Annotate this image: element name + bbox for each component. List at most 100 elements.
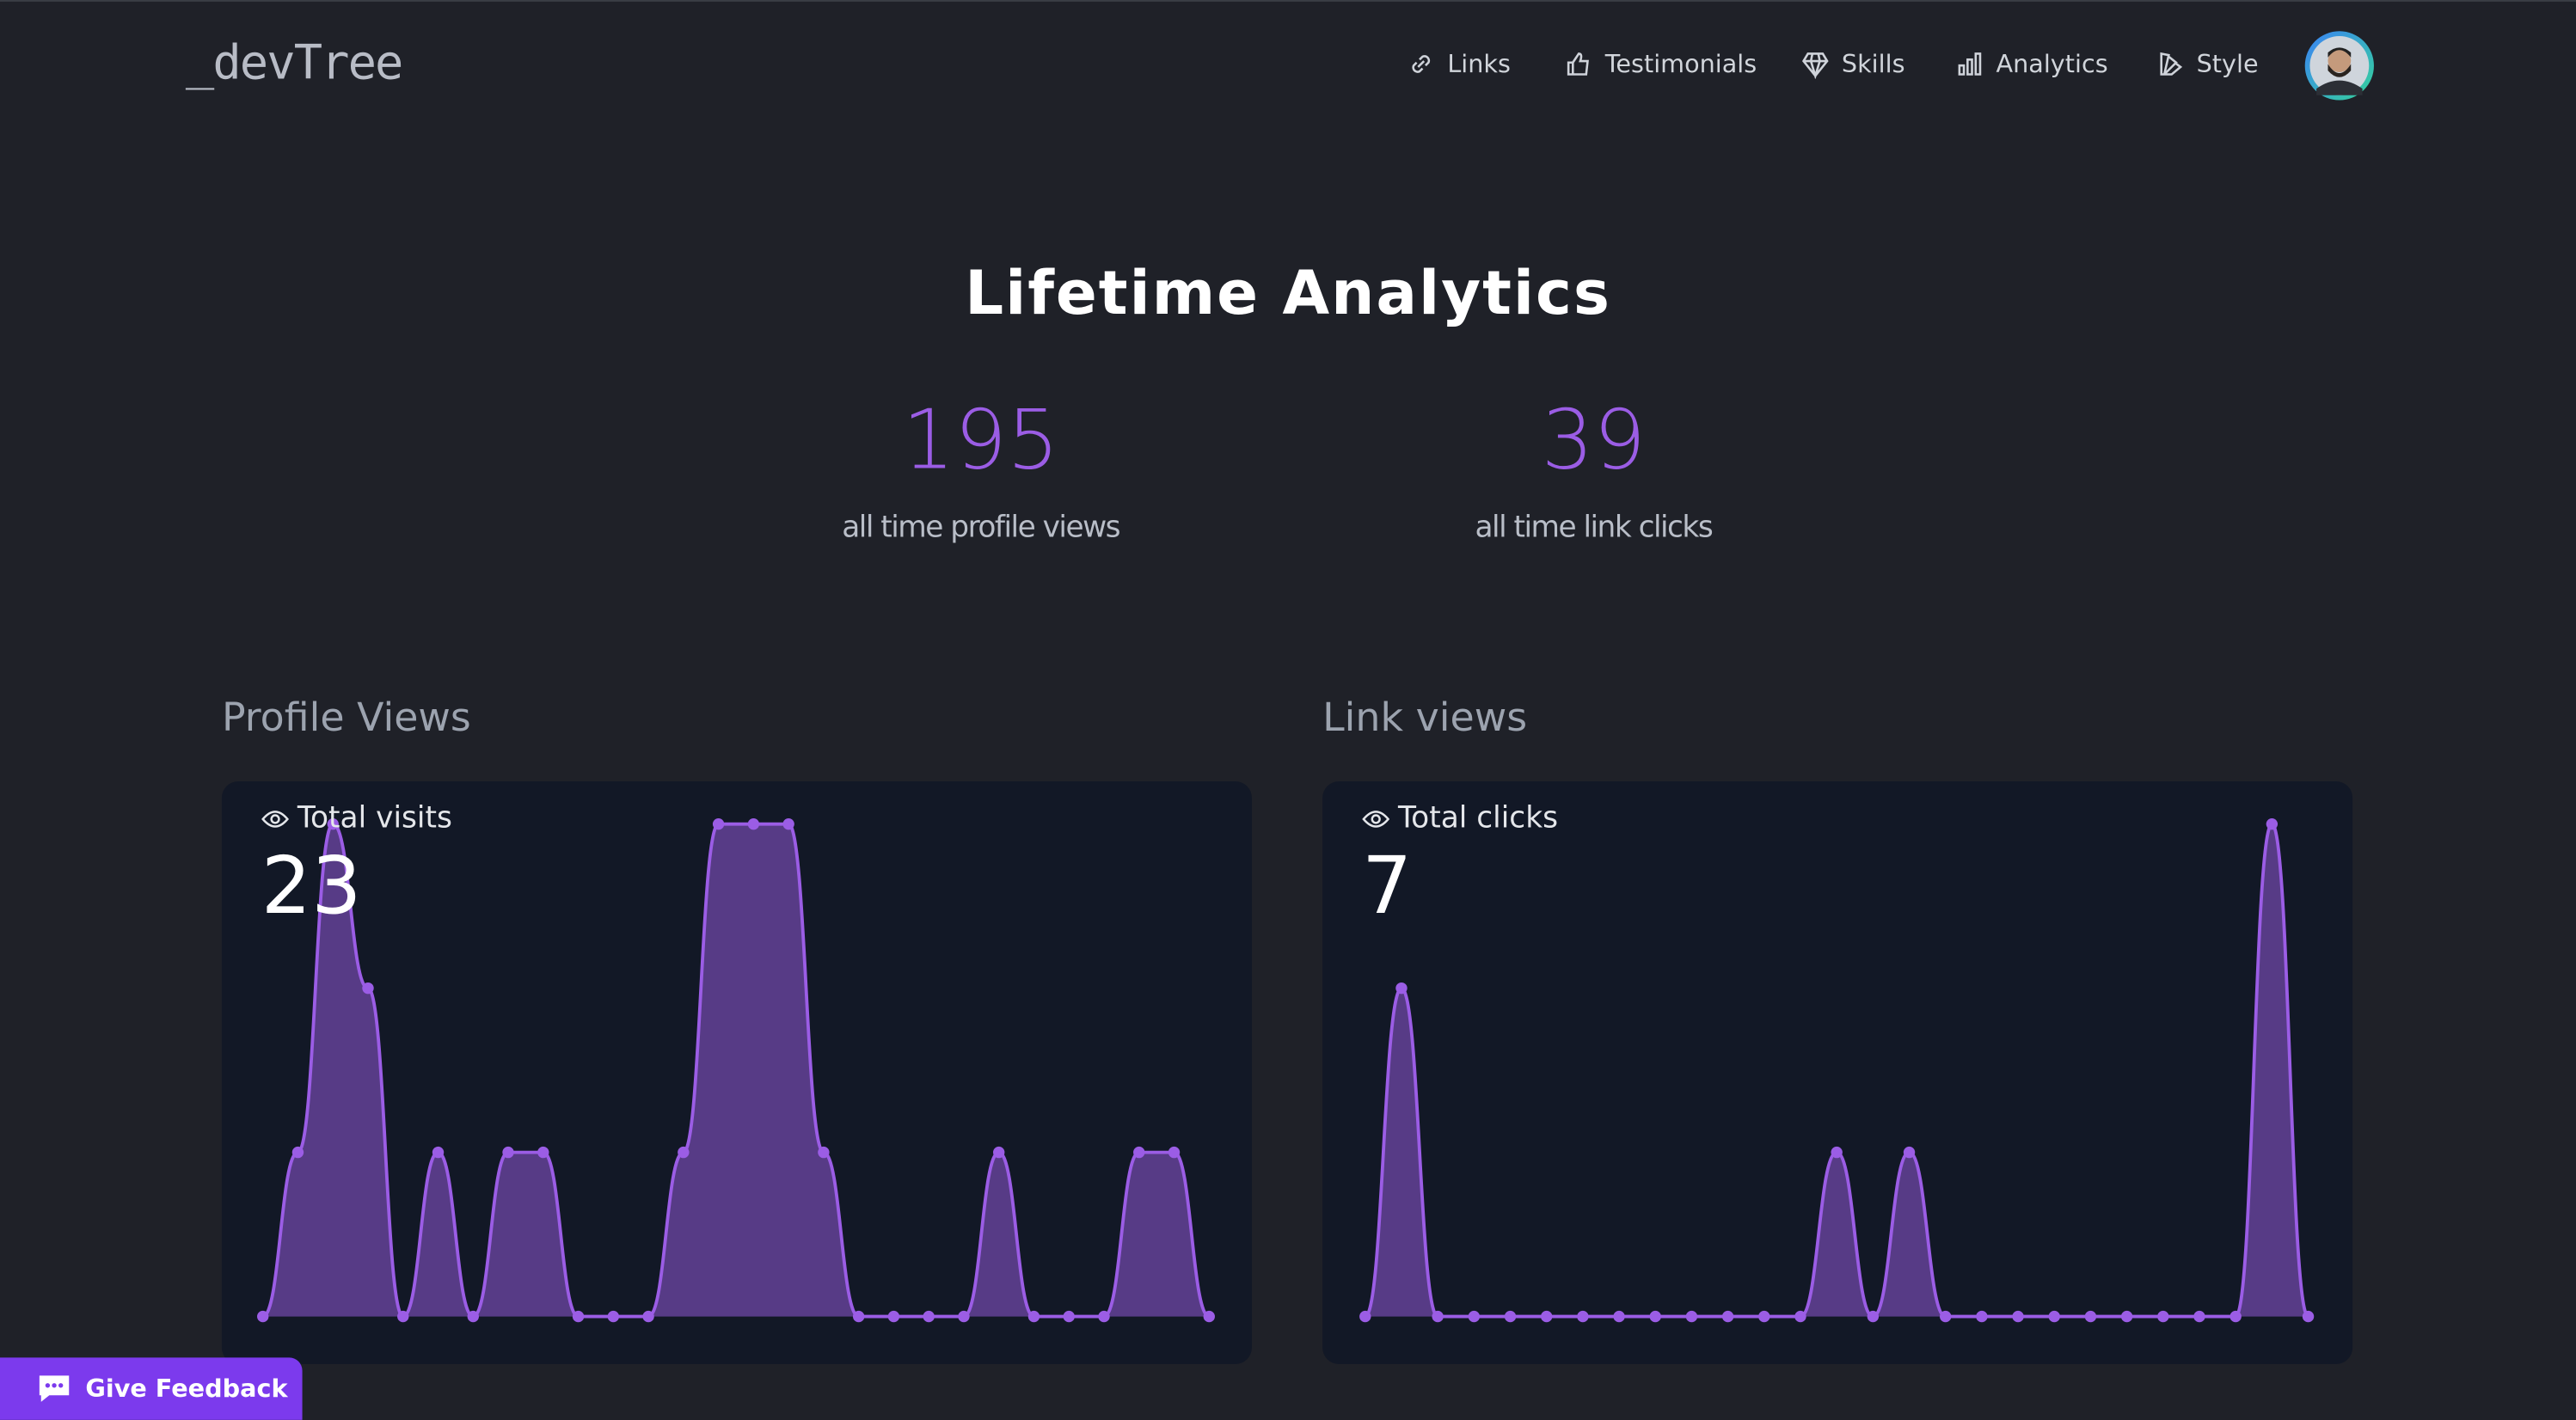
- point: [1649, 1310, 1661, 1323]
- point: [2084, 1310, 2097, 1323]
- point: [1721, 1310, 1734, 1323]
- point: [887, 1310, 900, 1323]
- point: [923, 1310, 935, 1323]
- point: [502, 1146, 514, 1159]
- point: [572, 1310, 585, 1323]
- point: [362, 982, 374, 995]
- label-text: Total visits: [297, 800, 452, 836]
- point: [2266, 817, 2279, 830]
- avatar[interactable]: [2303, 29, 2376, 101]
- point: [291, 1146, 304, 1159]
- chart-card: Total clicks 7: [1322, 781, 2353, 1364]
- eye-icon: [1362, 810, 1390, 827]
- icon: [1412, 55, 1431, 73]
- point: [1133, 1146, 1145, 1159]
- point: [1359, 1310, 1371, 1323]
- nav-links[interactable]: Links: [1407, 49, 1511, 79]
- point: [1867, 1310, 1880, 1323]
- stat-value: 195: [902, 392, 1059, 488]
- point: [2012, 1310, 2024, 1323]
- nav-analytics[interactable]: Analytics: [1955, 49, 2108, 79]
- section-heading: Link views: [1322, 694, 1528, 741]
- point: [852, 1310, 865, 1323]
- nav-label: Testimonials: [1604, 49, 1757, 79]
- point: [1098, 1310, 1110, 1323]
- chart-label: Total clicks: [1362, 801, 1558, 835]
- chart-card: Total visits 23: [221, 781, 1252, 1364]
- area: [1365, 823, 2309, 1317]
- icon: [1567, 52, 1589, 76]
- point: [818, 1146, 830, 1159]
- stat-label: all time profile views: [842, 510, 1120, 546]
- nav-label: Style: [2196, 49, 2259, 79]
- point: [257, 1310, 269, 1323]
- point: [432, 1146, 445, 1159]
- nav-label: Analytics: [1996, 49, 2108, 79]
- point: [2193, 1310, 2205, 1323]
- chat-icon: [39, 1375, 70, 1402]
- point: [782, 817, 794, 830]
- point: [1794, 1310, 1806, 1323]
- area-chart: [257, 817, 1215, 1323]
- point: [642, 1310, 654, 1323]
- point: [1027, 1310, 1040, 1323]
- point: [1831, 1146, 1843, 1159]
- point: [1577, 1310, 1589, 1323]
- feedback-label: Give Feedback: [85, 1374, 288, 1404]
- point: [993, 1146, 1005, 1159]
- point: [467, 1310, 479, 1323]
- point: [1685, 1310, 1698, 1323]
- stat-label: all time link clicks: [1475, 510, 1714, 546]
- point: [1541, 1310, 1553, 1323]
- stat-value: 39: [1541, 392, 1647, 488]
- point: [1395, 982, 1408, 995]
- point: [1504, 1310, 1517, 1323]
- nav-style[interactable]: Style: [2156, 49, 2259, 79]
- label-text: Total clicks: [1398, 800, 1559, 836]
- point: [1903, 1146, 1916, 1159]
- nav-skills[interactable]: Skills: [1800, 49, 1905, 79]
- point: [327, 817, 339, 830]
- point: [2120, 1310, 2133, 1323]
- nav-label: Skills: [1841, 49, 1905, 79]
- point: [2157, 1310, 2169, 1323]
- nav-testimonials[interactable]: Testimonials: [1564, 49, 1757, 79]
- chart-total: 23: [261, 840, 362, 933]
- point: [712, 817, 725, 830]
- chart-label: Total visits: [261, 801, 452, 835]
- point: [607, 1310, 620, 1323]
- page-title: Lifetime Analytics: [965, 257, 1611, 328]
- icon: [1801, 52, 1829, 79]
- point: [1203, 1310, 1215, 1323]
- point: [1976, 1310, 1988, 1323]
- eye-icon: [261, 810, 289, 827]
- point: [2048, 1310, 2060, 1323]
- nav-label: Links: [1447, 49, 1511, 79]
- section-heading: Profile Views: [221, 694, 471, 741]
- point: [2302, 1310, 2315, 1323]
- point: [1940, 1310, 1952, 1323]
- point: [1758, 1310, 1770, 1323]
- point: [1168, 1146, 1181, 1159]
- line: [261, 822, 1211, 1319]
- line: [1363, 822, 2310, 1319]
- area: [262, 823, 1210, 1317]
- point: [1063, 1310, 1075, 1323]
- chart-total: 7: [1361, 840, 1413, 933]
- point: [678, 1146, 690, 1159]
- area-chart: [1359, 817, 2315, 1323]
- point: [1613, 1310, 1625, 1323]
- point: [397, 1310, 409, 1323]
- point: [1468, 1310, 1481, 1323]
- icon: [1958, 52, 1982, 76]
- point: [747, 817, 760, 830]
- feedback-button[interactable]: Give Feedback: [0, 1357, 303, 1420]
- point: [958, 1310, 970, 1323]
- point: [2229, 1310, 2242, 1323]
- point: [537, 1146, 549, 1159]
- logo[interactable]: _devTree: [185, 34, 404, 91]
- point: [1432, 1310, 1444, 1323]
- icon: [2160, 52, 2183, 76]
